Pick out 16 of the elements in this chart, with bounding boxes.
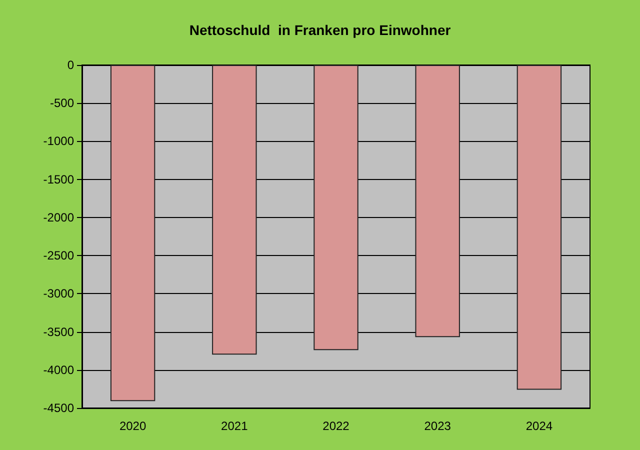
y-tick-label: -3000 xyxy=(43,286,74,301)
y-tick-label: -4000 xyxy=(43,362,74,377)
y-tick-label: -2500 xyxy=(43,248,74,263)
y-tick-label: -500 xyxy=(50,96,74,110)
x-tick-label: 2023 xyxy=(424,419,452,433)
x-tick-label: 2024 xyxy=(526,419,553,433)
y-tick-label: -1000 xyxy=(43,134,74,148)
y-tick-label: -4500 xyxy=(43,401,74,415)
y-tick-label: 0 xyxy=(67,58,74,72)
x-tick-label: 2020 xyxy=(119,419,146,433)
chart-title: Nettoschuld in Franken pro Einwohner xyxy=(189,22,452,38)
x-tick-label: 2022 xyxy=(322,419,350,433)
y-tick-label: -1500 xyxy=(43,172,74,186)
y-tick-label: -3500 xyxy=(43,324,74,339)
y-tick-label: -2000 xyxy=(43,210,74,224)
x-tick-label: 2021 xyxy=(221,419,248,433)
